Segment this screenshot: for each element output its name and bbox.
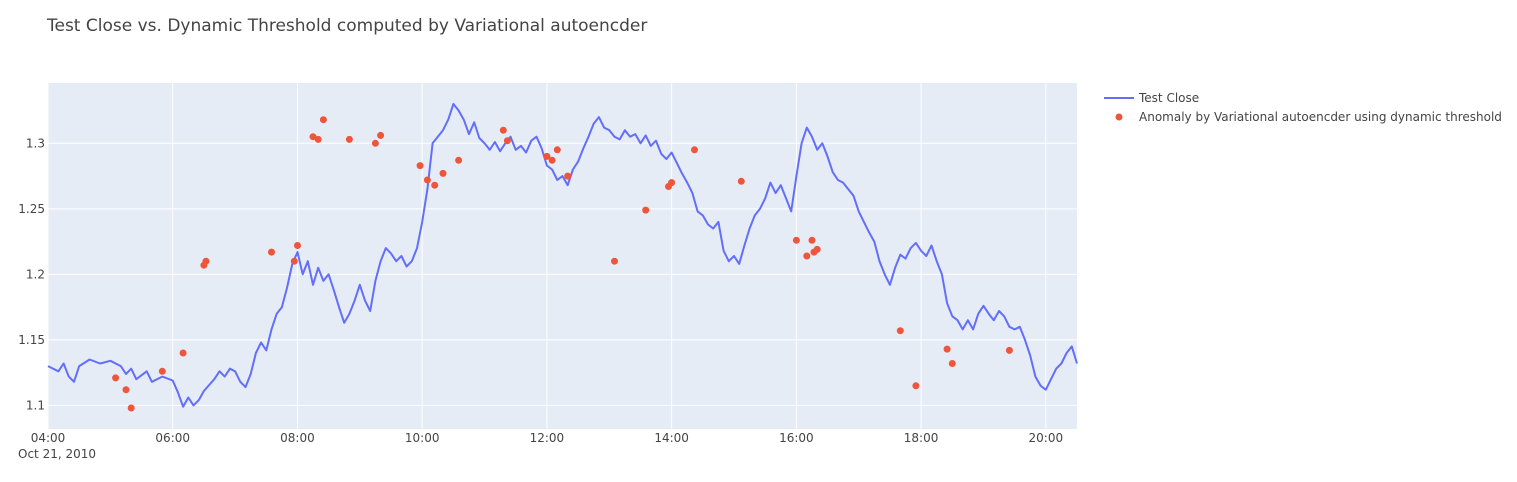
x-tick-label: 14:00 <box>654 431 689 445</box>
anomaly-point[interactable] <box>803 252 811 260</box>
anomaly-point[interactable] <box>158 367 166 375</box>
anomaly-point[interactable] <box>543 152 551 160</box>
anomaly-point[interactable] <box>431 181 439 189</box>
plot-area <box>48 83 1077 429</box>
anomaly-point[interactable] <box>377 131 385 139</box>
anomaly-point[interactable] <box>691 146 698 154</box>
anomaly-point[interactable] <box>813 245 821 253</box>
anomaly-point[interactable] <box>290 257 298 265</box>
anomaly-point[interactable] <box>808 236 816 244</box>
anomaly-point[interactable] <box>423 176 431 184</box>
anomaly-point[interactable] <box>792 236 800 244</box>
anomaly-point[interactable] <box>564 172 572 180</box>
anomaly-point[interactable] <box>611 257 618 265</box>
y-tick-label: 1.3 <box>26 136 45 150</box>
x-tick-label: 08:00 <box>280 431 315 445</box>
legend-item-test-close[interactable]: Test Close <box>1104 91 1199 105</box>
anomaly-point[interactable] <box>503 137 511 145</box>
anomaly-point[interactable] <box>345 135 353 143</box>
x-tick-label: 16:00 <box>779 431 814 445</box>
x-tick-label: 04:00 <box>31 431 66 445</box>
anomaly-point[interactable] <box>112 374 120 382</box>
y-tick-label: 1.2 <box>26 267 45 281</box>
anomaly-point[interactable] <box>943 345 951 353</box>
anomaly-point[interactable] <box>455 156 463 164</box>
anomaly-point[interactable] <box>314 135 322 143</box>
x-tick-label: 06:00 <box>155 431 190 445</box>
anomaly-point[interactable] <box>642 206 650 214</box>
chart-title: Test Close vs. Dynamic Threshold compute… <box>47 16 648 36</box>
legend-label-anomaly: Anomaly by Variational autoencder using … <box>1139 110 1502 124</box>
x-tick-label: 20:00 <box>1029 431 1064 445</box>
anomaly-point[interactable] <box>268 248 275 256</box>
x-gridlines <box>47 83 1047 429</box>
anomaly-point[interactable] <box>1005 346 1013 354</box>
series-anomaly-points <box>112 116 1013 412</box>
anomaly-point[interactable] <box>416 162 424 170</box>
x-tick-labels: 04:00 06:00 08:00 10:00 12:00 14:00 16:00 18:00… <box>31 431 1063 445</box>
anomaly-point[interactable] <box>548 156 556 164</box>
y-tick-label: 1.1 <box>26 398 45 412</box>
legend-item-anomaly[interactable]: Anomaly by Variational autoencder using … <box>1115 110 1502 124</box>
anomaly-point[interactable] <box>309 133 317 141</box>
series-test-close <box>47 103 1078 408</box>
anomaly-point[interactable] <box>948 360 956 367</box>
anomaly-point[interactable] <box>896 327 904 335</box>
anomaly-point[interactable] <box>912 382 920 390</box>
anomaly-point[interactable] <box>553 146 561 154</box>
legend-dot-swatch <box>1115 113 1123 121</box>
y-tick-label: 1.15 <box>18 333 45 347</box>
x-tick-label: 18:00 <box>904 431 939 445</box>
legend-label-test-close: Test Close <box>1138 91 1199 105</box>
anomaly-point[interactable] <box>294 242 301 249</box>
x-tick-label: 12:00 <box>530 431 565 445</box>
anomaly-point[interactable] <box>668 179 676 187</box>
legend[interactable]: Test Close Anomaly by Variational autoen… <box>1104 91 1502 124</box>
x-tick-label: 10:00 <box>405 431 440 445</box>
test-close-line <box>47 103 1078 408</box>
y-tick-label: 1.25 <box>18 202 45 216</box>
anomaly-point[interactable] <box>179 349 187 357</box>
x-axis-date-label: Oct 21, 2010 <box>18 447 96 461</box>
anomaly-point[interactable] <box>737 177 745 185</box>
anomaly-point[interactable] <box>319 116 327 124</box>
anomaly-point[interactable] <box>127 404 135 412</box>
anomaly-point[interactable] <box>499 126 507 134</box>
anomaly-point[interactable] <box>371 139 379 147</box>
anomaly-point[interactable] <box>439 169 447 177</box>
anomaly-point[interactable] <box>122 386 130 394</box>
y-tick-labels: 1.1 1.15 1.2 1.25 1.3 <box>18 136 45 412</box>
anomaly-point[interactable] <box>202 257 210 265</box>
y-gridlines <box>48 142 1077 406</box>
